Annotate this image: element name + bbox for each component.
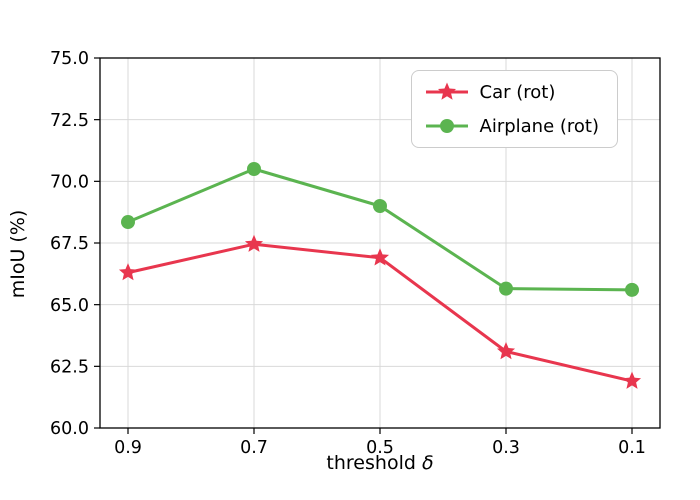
legend: Car (rot) Airplane (rot)	[410, 70, 618, 148]
y-tick-label: 72.5	[50, 111, 89, 131]
x-tick-label: 0.5	[366, 438, 394, 458]
circle-marker	[247, 162, 261, 176]
x-tick-label: 0.1	[618, 438, 646, 458]
y-tick-label: 75.0	[50, 49, 89, 69]
legend-label: Car (rot)	[479, 81, 556, 103]
x-axis-label-text: threshold	[326, 452, 422, 474]
y-tick-label: 60.0	[50, 419, 89, 439]
star-marker	[118, 263, 138, 281]
legend-entry: Airplane (rot)	[424, 115, 600, 137]
y-tick-label: 67.5	[50, 234, 89, 254]
legend-marker-sample	[425, 82, 468, 100]
star-marker	[496, 342, 516, 360]
star-marker	[370, 248, 390, 266]
x-tick-label: 0.7	[240, 438, 268, 458]
x-axis-label: threshold δ	[100, 452, 660, 474]
series-airplane-rot-	[121, 162, 639, 297]
legend-entry: Car (rot)	[424, 81, 600, 103]
circle-marker	[625, 282, 639, 297]
series-car-rot-	[118, 234, 642, 389]
y-tick-label: 65.0	[50, 296, 89, 316]
circle-marker	[121, 215, 135, 230]
legend-marker-sample	[425, 119, 468, 133]
legend-label: Airplane (rot)	[479, 115, 600, 137]
delta-symbol: δ	[421, 452, 434, 474]
x-tick-label: 0.9	[114, 438, 142, 458]
star-marker	[622, 371, 642, 389]
y-tick-label: 62.5	[50, 357, 89, 377]
y-tick-label: 70.0	[50, 172, 89, 192]
circle-marker	[373, 199, 387, 213]
axes-box	[99, 57, 661, 429]
x-tick-label: 0.3	[492, 438, 520, 458]
circle-marker	[499, 281, 513, 296]
y-axis-label: mIoU (%)	[7, 209, 29, 299]
star-marker	[244, 234, 264, 252]
